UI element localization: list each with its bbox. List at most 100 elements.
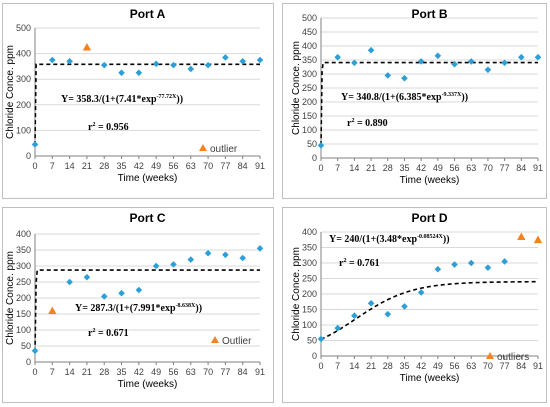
x-tick-label: 21 [366, 163, 376, 173]
fit-equation-main: Y= 240/(1+(3.48*exp [329, 234, 417, 245]
x-tick-label: 49 [151, 161, 161, 171]
fit-equation-exponent: -9.337X [442, 92, 462, 98]
x-tick-label: 35 [117, 161, 127, 171]
x-tick-label: 14 [349, 361, 359, 371]
x-axis-label: Time (weeks) [400, 175, 460, 186]
y-tick-label: 400 [302, 41, 317, 51]
r-squared: r2 = 0.956 [88, 122, 129, 133]
y-tick-label: 200 [16, 293, 31, 303]
data-point [100, 61, 108, 69]
x-tick-label: 35 [399, 163, 409, 173]
x-tick-label: 84 [238, 367, 248, 377]
r-squared: r2 = 0.890 [347, 118, 388, 129]
data-point [351, 312, 358, 319]
outlier-point [82, 43, 92, 51]
y-tick-label: 100 [16, 325, 31, 335]
data-point [187, 256, 195, 263]
legend-outlier-marker [211, 336, 219, 343]
r-squared-symbol: r [88, 328, 93, 339]
legend-label: outlier [210, 144, 238, 155]
x-tick-label: 77 [500, 361, 510, 371]
y-axis-label: Chloride Conce. ppm [5, 45, 16, 139]
y-tick-label: 200 [16, 100, 31, 110]
fit-equation-main: Y= 340.8/(1+(6.385*exp [341, 92, 442, 103]
chart-title: Port B [412, 7, 448, 21]
data-point [417, 58, 425, 65]
x-tick-label: 35 [117, 367, 127, 377]
y-tick-label: 100 [16, 125, 31, 135]
legend-label: outliers [497, 352, 529, 363]
data-point [384, 310, 392, 318]
data-point [484, 66, 492, 74]
y-tick-label: 350 [302, 243, 317, 253]
r-squared-value: = 0.761 [346, 258, 379, 269]
data-point [239, 57, 246, 65]
legend-outlier-marker [486, 352, 494, 359]
y-tick-label: 350 [16, 245, 31, 255]
x-tick-label: 91 [533, 361, 543, 371]
r-squared-symbol: r [339, 258, 344, 269]
x-tick-label: 70 [203, 161, 213, 171]
chart-panel-port-c: 0 50 100 150 200 250 300 350 400 0 7 14 21 28 35 42 49 56… [2, 207, 274, 403]
x-tick-label: 77 [500, 163, 510, 173]
data-point [204, 61, 212, 69]
y-tick-label: 300 [302, 69, 317, 79]
r-squared-symbol: r [347, 118, 352, 129]
x-tick-label: 70 [483, 163, 493, 173]
data-point [518, 53, 525, 61]
data-point [66, 278, 73, 286]
chart-title: Port A [130, 7, 166, 21]
fit-curve [34, 269, 260, 352]
y-tick-label: 0 [312, 153, 317, 163]
r-squared-value: = 0.890 [354, 118, 387, 129]
x-tick-label: 0 [32, 367, 37, 377]
x-tick-label: 0 [32, 161, 37, 171]
r-squared-value: = 0.956 [95, 122, 128, 133]
chart-panel-port-b: 0 50 100 150 200 250 300 350 400 450 500 0 7 14 21 28 35… [282, 3, 547, 199]
x-tick-label: 28 [383, 361, 393, 371]
data-point [417, 289, 425, 296]
data-point [317, 142, 325, 149]
y-tick-label: 500 [16, 23, 31, 33]
chart-svg-port-d: 0 50 100 150 200 250 300 350 400 0 7 14 21 28 35 42 49 56… [291, 211, 543, 384]
data-point [204, 249, 212, 257]
fit-equation: Y= 340.8/(1+(6.385*exp-9.337X)) [341, 92, 468, 103]
data-point [467, 58, 475, 65]
r-squared-superscript: 2 [92, 328, 95, 334]
y-axis-label: Chloride Conce. ppm [5, 251, 16, 345]
x-tick-label: 63 [466, 361, 476, 371]
data-point [484, 264, 492, 271]
fit-equation-exponent: -8.638X [176, 303, 196, 309]
data-point [367, 46, 375, 54]
x-tick-label: 49 [433, 163, 443, 173]
y-tick-label: 250 [302, 274, 317, 284]
data-point [31, 347, 39, 355]
fit-equation-main: Y= 287.3/(1+(7.991*exp [75, 303, 176, 314]
y-tick-label: 250 [302, 83, 317, 93]
r-squared-superscript: 2 [92, 122, 95, 128]
x-tick-label: 91 [255, 161, 265, 171]
outlier-point [517, 232, 526, 241]
x-tick-label: 28 [383, 163, 393, 173]
x-tick-label: 63 [186, 367, 196, 377]
r-squared: r2 = 0.671 [88, 328, 129, 339]
data-point [118, 69, 125, 77]
y-tick-label: 50 [307, 139, 317, 149]
chart-title: Port C [130, 211, 166, 225]
x-tick-label: 21 [82, 367, 92, 377]
x-tick-label: 14 [349, 163, 359, 173]
x-tick-label: 42 [134, 367, 144, 377]
data-point [317, 335, 325, 343]
x-tick-label: 42 [416, 163, 426, 173]
x-tick-label: 49 [433, 361, 443, 371]
x-tick-label: 49 [151, 367, 161, 377]
x-tick-label: 70 [203, 367, 213, 377]
outlier-point [533, 235, 543, 244]
fit-equation-exponent: -0.08524X [417, 234, 443, 240]
x-tick-label: 91 [255, 367, 265, 377]
x-tick-label: 63 [186, 161, 196, 171]
x-tick-label: 91 [533, 163, 543, 173]
data-point [83, 273, 91, 281]
fit-equation-exponent: -77.72X [157, 94, 177, 100]
x-tick-label: 84 [238, 161, 248, 171]
